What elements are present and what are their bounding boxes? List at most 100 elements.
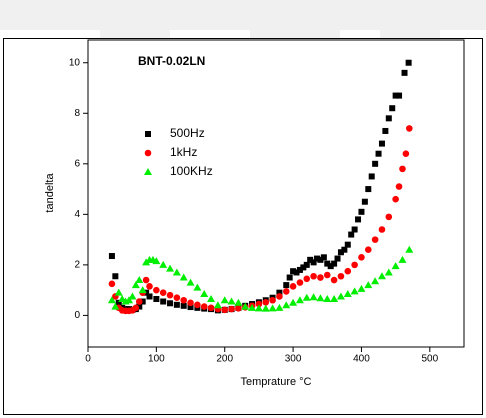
- marker-triangle: [275, 303, 284, 311]
- marker-triangle: [336, 292, 345, 300]
- marker-circle: [392, 195, 399, 203]
- marker-square: [167, 300, 174, 307]
- legend-marker: [144, 168, 152, 175]
- marker-square: [283, 282, 290, 289]
- marker-triangle: [131, 281, 140, 289]
- marker-triangle: [227, 297, 236, 305]
- marker-circle: [153, 286, 160, 294]
- x-tick-label: 500: [421, 354, 438, 365]
- x-tick-label: 0: [85, 354, 91, 365]
- marker-triangle: [364, 281, 373, 289]
- marker-triangle: [384, 268, 393, 276]
- marker-triangle: [172, 268, 181, 276]
- watermark: [0, 0, 486, 55]
- marker-triangle: [193, 283, 202, 291]
- marker-triangle: [234, 298, 243, 306]
- marker-square: [293, 269, 300, 276]
- marker-circle: [276, 293, 283, 300]
- marker-square: [396, 92, 403, 99]
- marker-square: [187, 304, 194, 311]
- marker-circle: [228, 305, 235, 313]
- marker-triangle: [289, 298, 298, 306]
- marker-square: [153, 295, 160, 302]
- marker-square: [139, 298, 146, 305]
- marker-square: [382, 127, 389, 134]
- marker-square: [115, 299, 122, 306]
- marker-triangle: [186, 278, 195, 286]
- marker-square: [341, 246, 348, 253]
- y-tick-label: 8: [74, 108, 80, 119]
- marker-circle: [235, 305, 242, 312]
- marker-square: [136, 303, 143, 310]
- marker-triangle: [138, 286, 147, 294]
- marker-square: [324, 260, 331, 267]
- marker-square: [392, 92, 399, 99]
- marker-circle: [221, 306, 229, 314]
- marker-triangle: [405, 245, 414, 253]
- x-tick-label: 300: [285, 354, 302, 365]
- marker-triangle: [295, 296, 304, 304]
- marker-triangle: [220, 296, 229, 304]
- marker-circle: [135, 298, 143, 305]
- marker-triangle: [398, 255, 407, 263]
- marker-circle: [180, 296, 188, 304]
- x-tick-label: 200: [216, 354, 233, 365]
- marker-triangle: [350, 287, 359, 295]
- marker-triangle: [377, 272, 386, 280]
- marker-square: [375, 150, 382, 157]
- marker-square: [344, 241, 351, 248]
- marker-square: [276, 289, 283, 296]
- y-axis-label: tandelta: [44, 173, 56, 213]
- marker-square: [307, 256, 314, 263]
- marker-square: [348, 231, 355, 238]
- marker-circle: [173, 294, 181, 302]
- marker-circle: [269, 296, 276, 304]
- marker-triangle: [323, 294, 332, 302]
- marker-square: [112, 273, 119, 280]
- marker-triangle: [391, 262, 400, 270]
- marker-triangle: [261, 304, 270, 312]
- marker-circle: [255, 300, 263, 308]
- marker-square: [361, 198, 368, 205]
- marker-triangle: [357, 284, 366, 292]
- marker-circle: [289, 283, 297, 290]
- marker-triangle: [200, 289, 209, 297]
- marker-square: [334, 255, 341, 262]
- marker-square: [337, 249, 344, 256]
- marker-square: [290, 268, 297, 275]
- outer-frame: [3, 38, 483, 415]
- marker-square: [385, 115, 392, 122]
- marker-triangle: [213, 301, 222, 309]
- marker-circle: [296, 279, 304, 286]
- legend-label: 500Hz: [170, 126, 205, 140]
- marker-circle: [317, 274, 324, 281]
- marker-triangle: [268, 304, 277, 312]
- marker-circle: [371, 236, 379, 243]
- marker-circle: [159, 289, 167, 296]
- marker-circle: [132, 304, 140, 312]
- marker-triangle: [343, 289, 352, 297]
- marker-square: [331, 260, 338, 267]
- marker-square: [173, 301, 180, 308]
- marker-square: [358, 208, 365, 215]
- marker-circle: [378, 226, 386, 233]
- marker-circle: [344, 267, 352, 275]
- marker-triangle: [111, 302, 120, 310]
- marker-triangle: [179, 273, 188, 281]
- marker-triangle: [114, 288, 123, 296]
- marker-triangle: [330, 294, 339, 302]
- y-tick-label: 0: [74, 310, 80, 321]
- marker-triangle: [254, 304, 263, 312]
- x-axis-label: Temprature °C: [240, 376, 311, 388]
- marker-triangle: [128, 292, 137, 300]
- marker-circle: [187, 299, 194, 307]
- marker-square: [378, 140, 385, 147]
- marker-triangle: [135, 276, 144, 284]
- marker-square: [317, 256, 324, 263]
- y-tick-label: 2: [74, 260, 80, 271]
- marker-square: [389, 105, 396, 112]
- marker-triangle: [207, 294, 216, 302]
- marker-triangle: [166, 264, 175, 272]
- marker-circle: [395, 183, 403, 190]
- x-tick-label: 100: [148, 354, 165, 365]
